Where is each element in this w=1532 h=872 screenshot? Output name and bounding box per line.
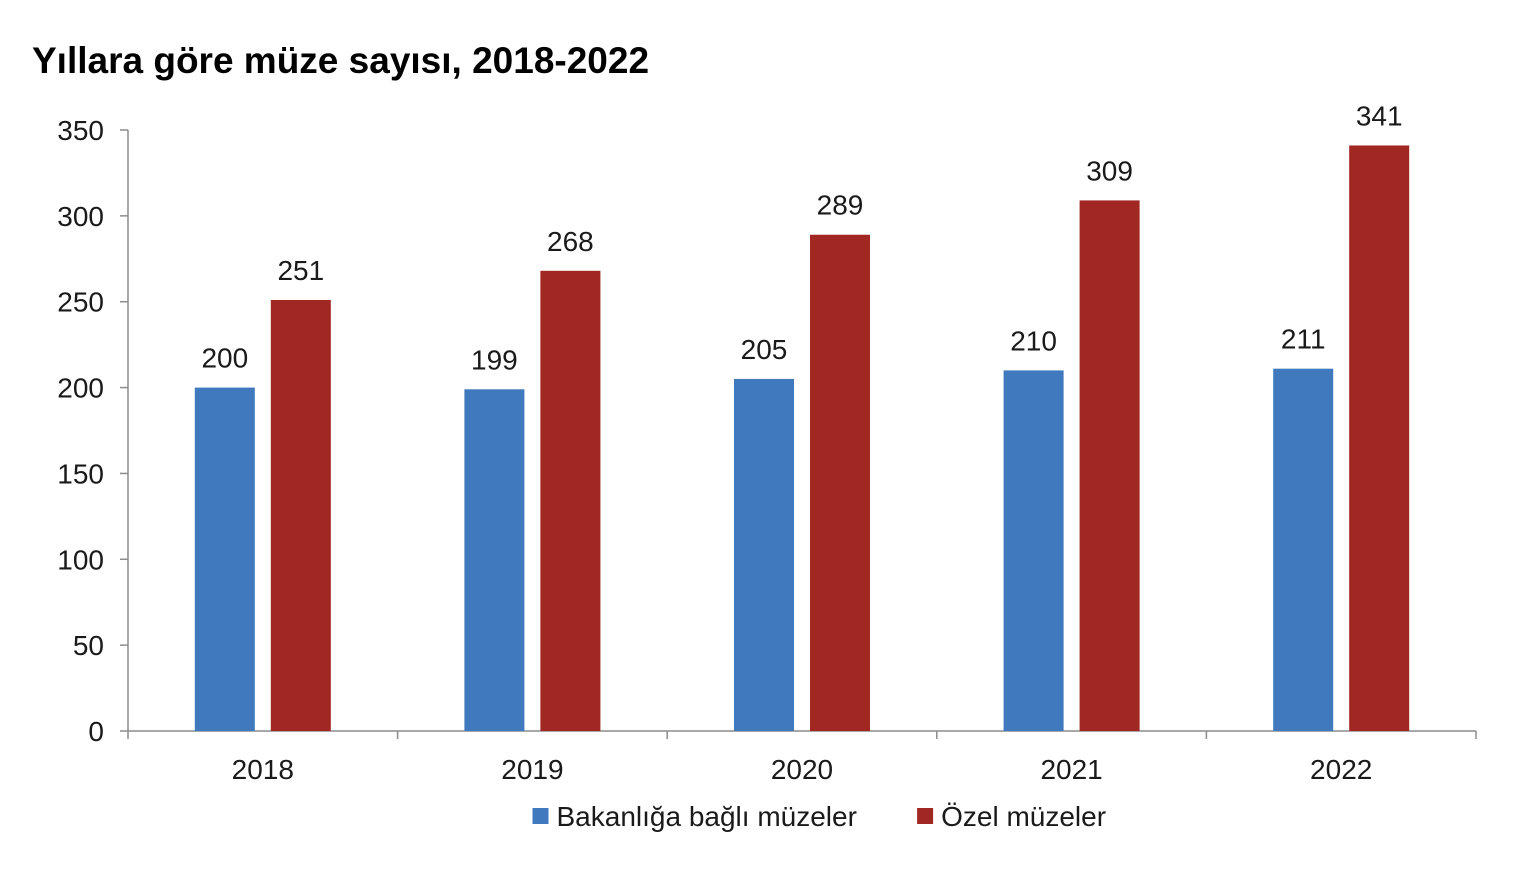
legend-label: Bakanlığa bağlı müzeler bbox=[557, 801, 857, 832]
data-label: 205 bbox=[741, 334, 788, 365]
y-tick-label: 250 bbox=[57, 287, 104, 318]
y-tick-label: 50 bbox=[73, 630, 104, 661]
data-label: 251 bbox=[277, 255, 324, 286]
legend-swatch bbox=[917, 808, 934, 824]
data-label: 199 bbox=[471, 344, 518, 375]
legend-swatch bbox=[532, 808, 549, 824]
data-label: 200 bbox=[201, 343, 248, 374]
bar bbox=[1079, 200, 1140, 732]
legend-label: Özel müzeler bbox=[941, 801, 1106, 832]
data-label: 289 bbox=[817, 190, 864, 221]
data-label: 210 bbox=[1010, 325, 1057, 356]
bar bbox=[194, 387, 255, 731]
y-tick-label: 350 bbox=[57, 115, 104, 146]
bar bbox=[270, 299, 331, 731]
bar bbox=[464, 389, 525, 731]
x-tick-label: 2019 bbox=[501, 754, 563, 785]
chart-title: Yıllara göre müze sayısı, 2018-2022 bbox=[32, 40, 650, 81]
y-tick-label: 300 bbox=[57, 201, 104, 232]
bars bbox=[194, 145, 1410, 732]
bar bbox=[1349, 145, 1410, 731]
x-tick-label: 2018 bbox=[232, 754, 294, 785]
y-tick-label: 150 bbox=[57, 458, 104, 489]
bar bbox=[1273, 368, 1334, 731]
data-label: 309 bbox=[1086, 155, 1133, 186]
data-labels: 200 251 199 268 205 289 210 309 211 341 bbox=[201, 100, 1402, 375]
x-tick-label: 2021 bbox=[1040, 754, 1102, 785]
x-tick-label: 2020 bbox=[771, 754, 833, 785]
x-tick-label: 2022 bbox=[1310, 754, 1372, 785]
bar bbox=[540, 270, 601, 731]
bar bbox=[810, 234, 870, 731]
data-label: 268 bbox=[547, 226, 594, 257]
x-axis: 2018 2019 2020 2021 2022 bbox=[127, 730, 1477, 785]
y-tick-label: 100 bbox=[57, 544, 104, 575]
bar bbox=[734, 378, 794, 731]
bar bbox=[1003, 370, 1064, 731]
y-tick-label: 0 bbox=[88, 716, 104, 747]
data-label: 341 bbox=[1356, 100, 1403, 131]
legend: Bakanlığa bağlı müzeler Özel müzeler bbox=[532, 801, 1106, 832]
data-label: 211 bbox=[1281, 324, 1326, 355]
y-axis: 0 50 100 150 200 250 300 350 bbox=[57, 115, 129, 747]
y-tick-label: 200 bbox=[57, 373, 104, 404]
